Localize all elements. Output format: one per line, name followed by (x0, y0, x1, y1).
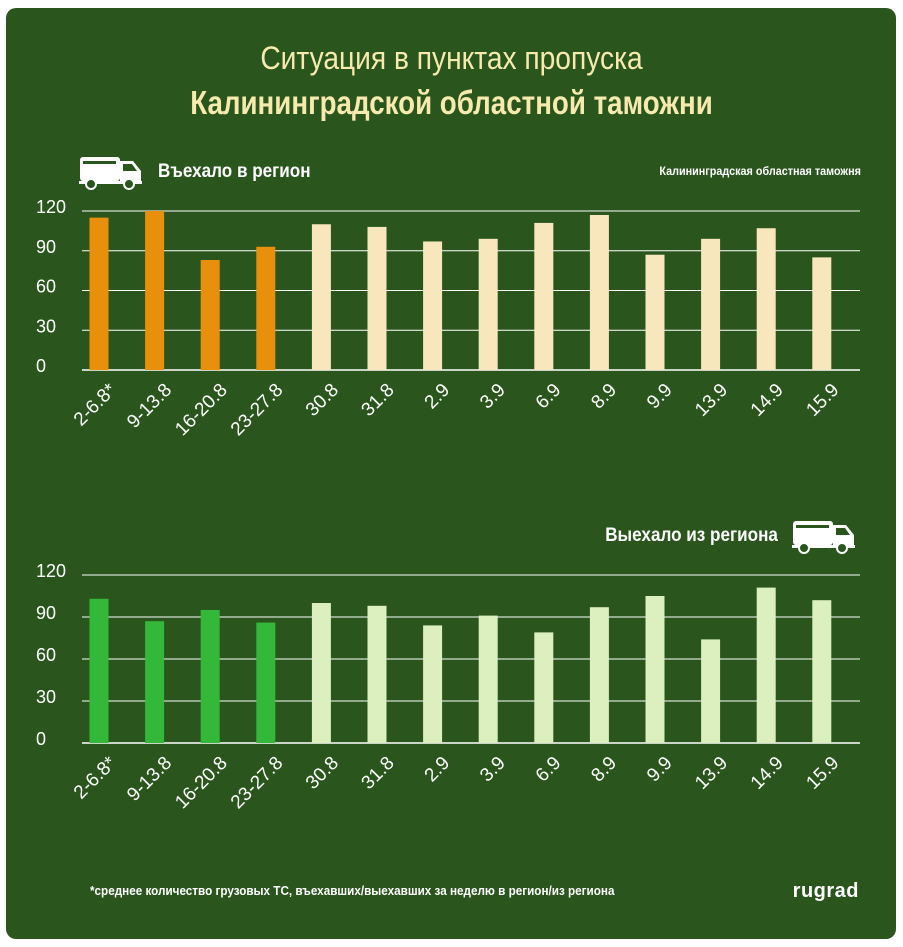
x-tick-label: 30.8 (302, 380, 343, 421)
series-label-in: Въехало в регион (158, 161, 311, 182)
x-tick-label: 14.9 (747, 380, 788, 421)
bar-in-9 (589, 214, 609, 370)
x-tick-label: 15.9 (802, 380, 843, 421)
brand-logo: rugrad (792, 880, 859, 902)
x-tick-label: 9-13.8 (123, 380, 176, 433)
bar-in-8 (534, 222, 554, 370)
bar-in-5 (367, 226, 387, 370)
truck-icon (792, 521, 855, 554)
x-tick-label: 13.9 (691, 380, 732, 421)
bar-in-2 (200, 260, 220, 370)
truck-icon (79, 157, 142, 190)
x-tick-label: 8.9 (587, 380, 621, 414)
x-tick-label: 6.9 (532, 380, 566, 414)
y-tick-label: 120 (36, 197, 66, 217)
source-label: Калининградская областная таможня (659, 164, 861, 178)
title-line2: Калининградской областной таможни (190, 84, 713, 121)
series-label-out: Выехало из региона (605, 525, 778, 546)
bar-in-6 (423, 241, 443, 370)
y-tick-label: 90 (36, 237, 56, 257)
y-tick-label: 60 (36, 277, 56, 297)
x-tick-label: 16-20.8 (171, 380, 231, 440)
bar-in-12 (756, 228, 776, 370)
bar-in-0 (89, 217, 109, 370)
bar-in-10 (645, 254, 665, 370)
bar-in-4 (311, 224, 331, 370)
x-tick-label: 2.9 (421, 380, 455, 414)
bar-in-7 (478, 238, 498, 370)
title-line1: Ситуация в пунктах пропуска (260, 40, 643, 76)
infographic-card (6, 8, 896, 939)
bar-in-11 (701, 238, 721, 370)
bar-in-3 (256, 246, 276, 370)
y-tick-label: 0 (36, 356, 46, 376)
bar-in-13 (812, 257, 832, 370)
x-tick-label: 9.9 (643, 380, 677, 414)
bar-in-1 (145, 211, 165, 370)
x-tick-label: 31.8 (358, 380, 399, 421)
x-tick-label: 3.9 (476, 380, 510, 414)
y-tick-label: 30 (36, 316, 56, 336)
footnote: *среднее количество грузовых ТС, въехавш… (90, 883, 615, 898)
x-tick-label: 23-27.8 (227, 380, 287, 440)
x-tick-label: 2-6.8* (70, 379, 121, 430)
